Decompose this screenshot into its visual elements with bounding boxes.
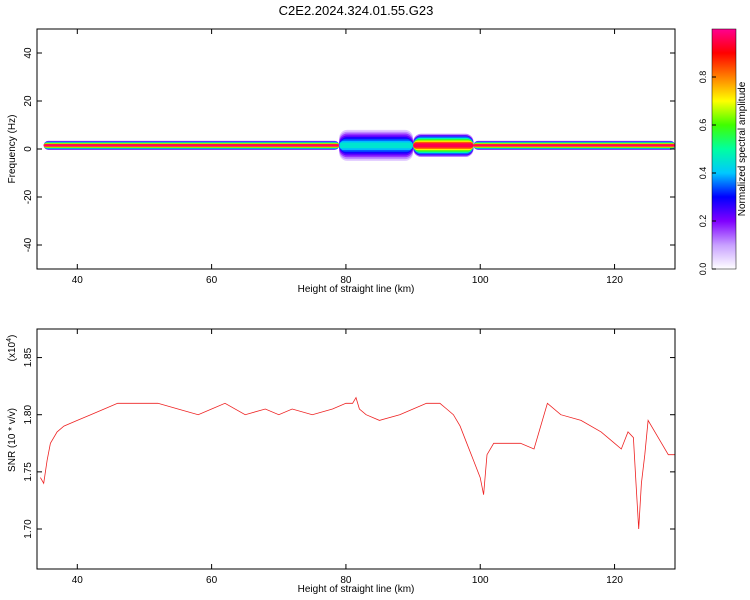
spectrogram-y-tick-label: -40 <box>23 237 34 252</box>
spectrogram-y-ticks: 40 20 0 -20 -40 <box>23 47 675 252</box>
snr-x-tick-label: 120 <box>606 575 623 586</box>
spectrogram-y-tick-label: 0 <box>23 146 34 152</box>
spectrogram-x-tick-label: 100 <box>472 275 489 286</box>
colorbar: 0.0 0.2 0.4 0.6 0.8 Normalized spectral ampl… <box>698 28 748 276</box>
colorbar-fill <box>711 28 737 270</box>
heatmap-cell <box>339 142 414 149</box>
snr-frame <box>36 328 676 570</box>
spectrogram-x-tick-label: 120 <box>606 275 623 286</box>
snr-y-label: SNR (10 * v/v) <box>7 408 18 472</box>
colorbar-tick-label: 0.6 <box>698 119 708 132</box>
spectrogram-y-label: Frequency (Hz) <box>7 115 18 184</box>
heatmap-cell <box>473 144 675 147</box>
spectrogram-y-tick-label: 40 <box>23 47 34 59</box>
colorbar-tick-label: 0.8 <box>698 71 708 84</box>
snr-multiplier-close: ) <box>7 335 18 338</box>
spectrogram-y-tick-label: 20 <box>23 95 34 107</box>
spectrogram-y-tick-label: -20 <box>23 189 34 204</box>
spectrogram-x-label: Height of straight line (km) <box>298 284 415 295</box>
spectrogram-x-tick-label: 60 <box>206 275 218 286</box>
spectrogram-x-tick-label: 40 <box>72 275 84 286</box>
spectrogram-heatmap <box>43 129 675 161</box>
snr-panel: 40 60 80 100 120 1.70 1.75 1.80 1.85 Height of … <box>6 328 676 595</box>
snr-multiplier-exponent: 4 <box>6 338 13 342</box>
snr-x-tick-label: 80 <box>340 575 352 586</box>
snr-series-line <box>40 396 675 530</box>
snr-y-tick-label: 1.80 <box>23 405 34 425</box>
heatmap-cell <box>413 143 474 148</box>
snr-x-tick-label: 60 <box>206 575 218 586</box>
colorbar-tick-label: 0.4 <box>698 167 708 180</box>
snr-x-label: Height of straight line (km) <box>298 584 415 595</box>
chart-title: C2E2.2024.324.01.55.G23 <box>279 3 434 18</box>
snr-x-tick-label: 100 <box>472 575 489 586</box>
spectrogram-panel: 40 60 80 100 120 40 20 0 -20 -40 Height of strai… <box>7 28 676 295</box>
spectrogram-x-tick-label: 80 <box>340 275 352 286</box>
colorbar-tick-label: 0.2 <box>698 215 708 228</box>
heatmap-cell <box>43 144 340 147</box>
snr-y-multiplier: (x104) <box>6 335 18 362</box>
spectrogram-x-ticks: 40 60 80 100 120 <box>72 29 623 286</box>
snr-y-tick-label: 1.75 <box>23 462 34 482</box>
snr-y-ticks: 1.70 1.75 1.80 1.85 <box>23 347 675 539</box>
snr-y-tick-label: 1.70 <box>23 519 34 539</box>
colorbar-ticks: 0.0 0.2 0.4 0.6 0.8 <box>698 71 716 276</box>
snr-multiplier-base: (x10 <box>7 341 18 361</box>
snr-plot-area <box>37 329 675 569</box>
colorbar-label: Normalized spectral amplitude <box>737 81 748 216</box>
colorbar-tick-label: 0.0 <box>698 263 708 276</box>
snr-x-tick-label: 40 <box>72 575 84 586</box>
snr-x-ticks: 40 60 80 100 120 <box>72 329 623 586</box>
snr-y-tick-label: 1.85 <box>23 347 34 367</box>
